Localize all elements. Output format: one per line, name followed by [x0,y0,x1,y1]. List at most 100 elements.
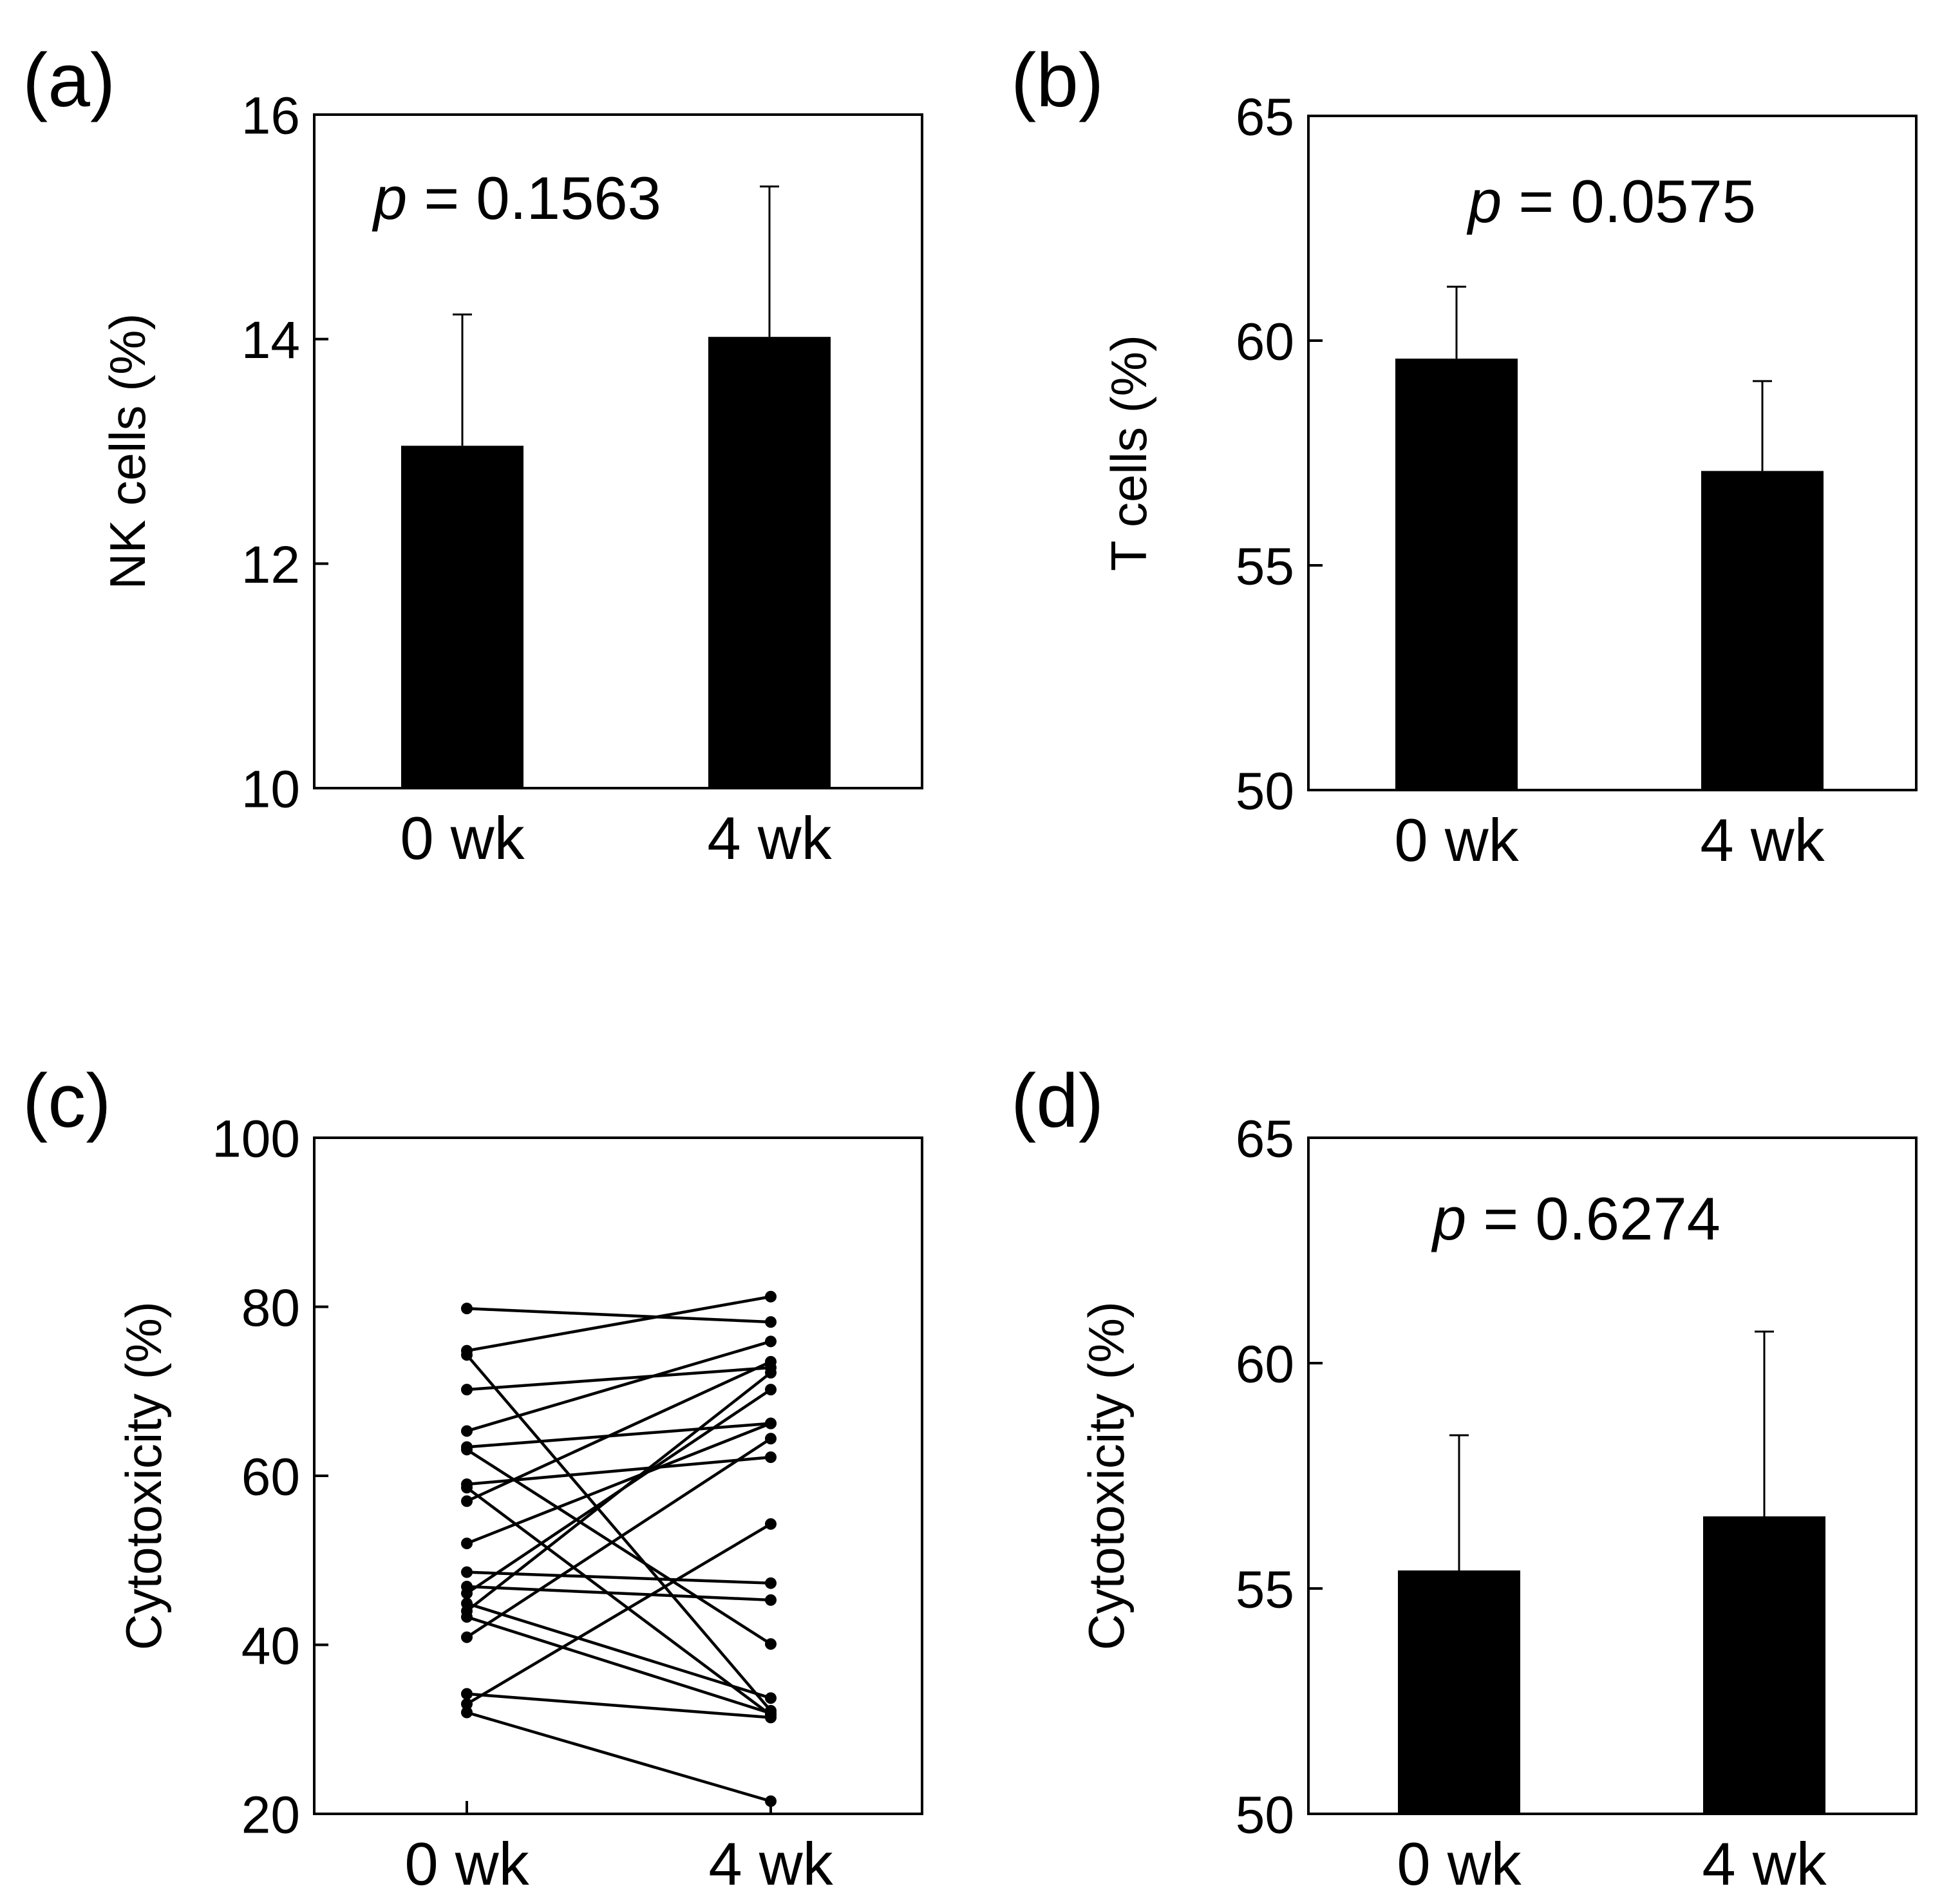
data-point [765,1384,777,1396]
data-point [461,1495,473,1507]
data-point [765,1594,777,1606]
paired-line [466,1340,771,1433]
panel-d: (d) 50 55 60 65 0 wk 4 wk Cytotoxicity (%) p = 0… [1011,1059,1918,1898]
data-point [461,1566,473,1578]
data-point [765,1335,777,1348]
data-point [461,1587,473,1599]
bar [401,446,523,788]
x-tick-label: 4 wk [1702,1830,1827,1898]
y-tick-label: 14 [241,311,300,370]
series-line [461,1688,777,1724]
p-value-annotation: p = 0.1563 [372,164,661,232]
paired-line [466,1455,771,1486]
data-point [461,1706,473,1719]
paired-line [466,1522,772,1706]
y-tick-label: 100 [212,1110,300,1169]
data-point [765,1638,777,1650]
y-tick-label: 16 [241,87,300,146]
p-value-annotation: p = 0.6274 [1431,1185,1720,1252]
x-tick-label: 0 wk [1397,1830,1522,1898]
data-point [765,1316,777,1328]
paired-line [466,1295,771,1352]
plot-frame [313,113,923,789]
y-tick-label: 60 [1236,1335,1294,1394]
panel-b: (b) 50 55 60 65 0 wk 4 wk T cells (%) p = 0.0575 [1011,38,1918,874]
paired-line [466,1570,771,1585]
y-tick-label: 65 [1236,1110,1294,1169]
x-tick-label: 4 wk [1700,806,1825,874]
bar [1398,1570,1520,1814]
data-point [765,1518,777,1530]
bar [1395,358,1518,790]
y-tick-label: 60 [241,1448,300,1507]
y-tick-label: 40 [241,1617,300,1675]
bar [1703,1516,1825,1814]
y-tick-label: 80 [241,1279,300,1337]
data-point [461,1384,473,1396]
x-tick-label: 0 wk [1394,806,1519,874]
series-line [461,1366,777,1617]
series-line [461,1444,777,1650]
data-point [461,1631,473,1643]
paired-line [466,1448,772,1646]
panel-label: (b) [1011,38,1104,123]
y-tick-label: 60 [1236,313,1294,372]
x-tick-label: 0 wk [404,1830,529,1898]
series-line [461,1433,777,1643]
paired-line [466,1486,772,1717]
paired-line [466,1437,772,1639]
paired-line [466,1616,771,1715]
x-tick-label: 4 wk [707,804,832,872]
data-point [765,1692,777,1704]
panel-label: (a) [23,38,115,123]
data-point [461,1303,473,1315]
paired-line [466,1585,771,1602]
series-line [461,1566,777,1589]
y-axis-label: T cells (%) [1100,335,1157,571]
y-tick-label: 12 [241,536,300,594]
paired-line [466,1711,771,1803]
data-point [765,1366,777,1379]
plot-frame [1307,1136,1918,1815]
data-point [765,1795,777,1807]
y-axis-label: Cytotoxicity (%) [1078,1301,1135,1650]
y-tick-label: 50 [1236,762,1294,821]
y-tick-label: 55 [1236,538,1294,596]
plot-frame [1307,115,1918,791]
paired-line [466,1366,771,1391]
data-point [765,1577,777,1589]
data-point [461,1444,473,1456]
paired-line [466,1692,771,1719]
panel-label: (d) [1011,1059,1104,1144]
p-value-annotation: p = 0.0575 [1466,167,1756,235]
data-point [461,1688,473,1700]
data-point [765,1290,777,1303]
series-line [461,1335,777,1437]
y-axis-label: NK cells (%) [99,313,156,589]
data-point [461,1611,473,1623]
series-line [461,1303,777,1328]
data-point [461,1482,473,1494]
data-point [461,1538,473,1549]
paired-line [466,1602,771,1700]
series-line [461,1355,777,1507]
paired-line [466,1360,771,1503]
data-point [765,1433,777,1445]
data-point [765,1417,777,1429]
x-tick-label: 0 wk [400,804,525,872]
y-tick-label: 20 [241,1786,300,1845]
y-tick-label: 10 [241,760,300,819]
series-line [461,1518,777,1710]
data-point [765,1451,777,1464]
panel-a: (a) 10 12 14 16 0 wk 4 wk NK cells (%) p = 0.156… [23,38,923,872]
data-point [461,1698,473,1710]
paired-line [466,1353,772,1712]
bar [1701,471,1824,790]
bar [708,337,831,788]
y-tick-label: 50 [1236,1786,1294,1845]
data-point [765,1355,777,1368]
panel-label: (c) [23,1059,111,1144]
paired-line [466,1422,771,1449]
panel-c: (c) 20 40 60 80 100 0 wk 4 wk Cytotoxicity (%) [23,1059,923,1898]
